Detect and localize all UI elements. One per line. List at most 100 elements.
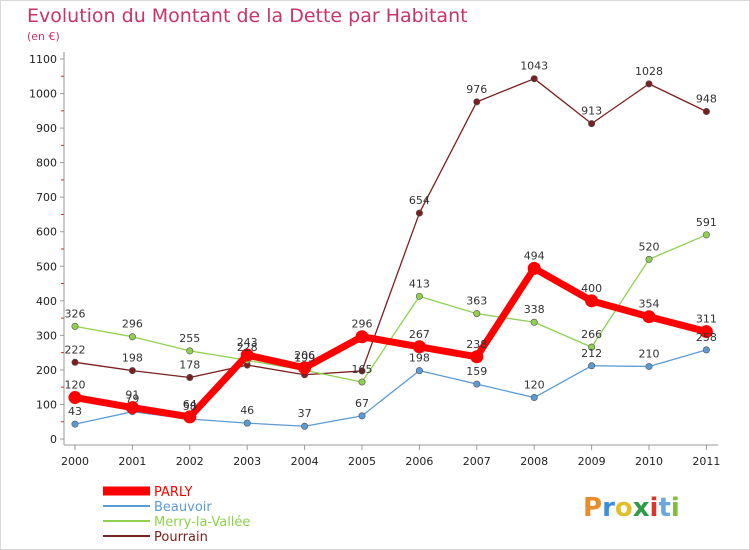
data-label: 267 — [409, 328, 430, 341]
data-point[interactable] — [527, 261, 541, 275]
data-point[interactable] — [298, 361, 312, 375]
data-label: 91 — [125, 389, 139, 402]
data-label: 311 — [696, 313, 717, 326]
data-point[interactable] — [699, 325, 713, 339]
data-point[interactable] — [243, 419, 251, 427]
data-point[interactable] — [642, 310, 656, 324]
data-point[interactable] — [128, 367, 136, 375]
data-point[interactable] — [358, 412, 366, 420]
data-label: 255 — [179, 332, 200, 345]
data-point[interactable] — [645, 255, 653, 263]
x-tick-label: 2001 — [118, 455, 146, 468]
y-tick-label: 1100 — [29, 53, 57, 66]
data-point[interactable] — [588, 362, 596, 370]
data-label: 79 — [125, 393, 139, 406]
data-label: 1043 — [520, 60, 548, 73]
data-label: 948 — [696, 93, 717, 106]
data-point[interactable] — [358, 367, 366, 375]
series-line-pourrain — [74, 78, 708, 379]
data-label: 591 — [696, 216, 717, 229]
data-point[interactable] — [530, 318, 538, 326]
data-label: 654 — [409, 194, 430, 207]
data-point[interactable] — [355, 330, 369, 344]
x-tick-label: 2003 — [233, 455, 261, 468]
data-point[interactable] — [240, 348, 254, 362]
data-point[interactable] — [412, 340, 426, 354]
logo-letter: o — [615, 493, 633, 523]
data-point[interactable] — [183, 410, 197, 424]
data-label: 64 — [183, 398, 197, 411]
x-tick-label: 2004 — [291, 455, 319, 468]
data-point[interactable] — [702, 108, 710, 116]
data-label: 338 — [524, 303, 545, 316]
data-label: 67 — [355, 397, 369, 410]
data-point[interactable] — [415, 209, 423, 217]
data-label: 326 — [65, 307, 86, 320]
data-label: 413 — [409, 277, 430, 290]
data-label: 206 — [294, 349, 315, 362]
data-point[interactable] — [301, 422, 309, 430]
data-point[interactable] — [530, 394, 538, 402]
data-label: 165 — [352, 363, 373, 376]
data-label: 222 — [65, 343, 86, 356]
x-tick-label: 2002 — [176, 455, 204, 468]
data-label: 199 — [294, 351, 315, 364]
data-point[interactable] — [530, 75, 538, 83]
data-label: 159 — [466, 365, 487, 378]
data-label: 266 — [581, 328, 602, 341]
logo-letter: P — [583, 493, 602, 523]
data-point[interactable] — [585, 294, 599, 308]
data-label: 198 — [409, 352, 430, 365]
data-label: 400 — [581, 282, 602, 295]
y-tick-label: 1000 — [29, 88, 57, 101]
y-tick-label: 500 — [36, 260, 57, 273]
data-point[interactable] — [71, 322, 79, 330]
data-point[interactable] — [128, 333, 136, 341]
logo-letter: t — [658, 493, 670, 523]
data-point[interactable] — [702, 346, 710, 354]
data-label: 210 — [639, 347, 660, 360]
data-point[interactable] — [470, 350, 484, 364]
data-label: 198 — [122, 352, 143, 365]
legend-label: Merry-la-Vallée — [154, 515, 250, 530]
x-tick-label: 2011 — [692, 455, 720, 468]
data-point[interactable] — [588, 343, 596, 351]
data-label: 120 — [524, 379, 545, 392]
data-point[interactable] — [125, 401, 139, 415]
y-tick-label: 200 — [36, 364, 57, 377]
data-point[interactable] — [68, 391, 82, 405]
data-label: 296 — [122, 318, 143, 331]
data-point[interactable] — [186, 347, 194, 355]
legend-label: PARLY — [154, 485, 192, 500]
data-point[interactable] — [702, 231, 710, 239]
data-label: 976 — [466, 83, 487, 96]
data-point[interactable] — [71, 420, 79, 428]
data-point[interactable] — [645, 80, 653, 88]
logo-letter: x — [633, 493, 650, 523]
data-label: 913 — [581, 105, 602, 118]
y-tick-label: 600 — [36, 226, 57, 239]
chart-subtitle: (en €) — [27, 30, 60, 43]
data-point[interactable] — [588, 120, 596, 128]
data-point[interactable] — [415, 292, 423, 300]
data-point[interactable] — [71, 358, 79, 366]
data-point[interactable] — [473, 98, 481, 106]
data-label: 228 — [237, 341, 258, 354]
data-point[interactable] — [186, 374, 194, 382]
data-label: 212 — [581, 347, 602, 360]
logo-letter: i — [650, 493, 659, 523]
y-tick-label: 300 — [36, 329, 57, 342]
y-tick-label: 800 — [36, 157, 57, 170]
y-tick-label: 100 — [36, 398, 57, 411]
data-point[interactable] — [473, 310, 481, 318]
y-tick-label: 700 — [36, 191, 57, 204]
data-point[interactable] — [415, 367, 423, 375]
chart-title: Evolution du Montant de la Dette par Hab… — [27, 5, 468, 27]
logo-letter: i — [671, 493, 680, 523]
data-point[interactable] — [645, 362, 653, 370]
data-label: 1028 — [635, 65, 663, 78]
data-point[interactable] — [473, 380, 481, 388]
data-point[interactable] — [358, 378, 366, 386]
